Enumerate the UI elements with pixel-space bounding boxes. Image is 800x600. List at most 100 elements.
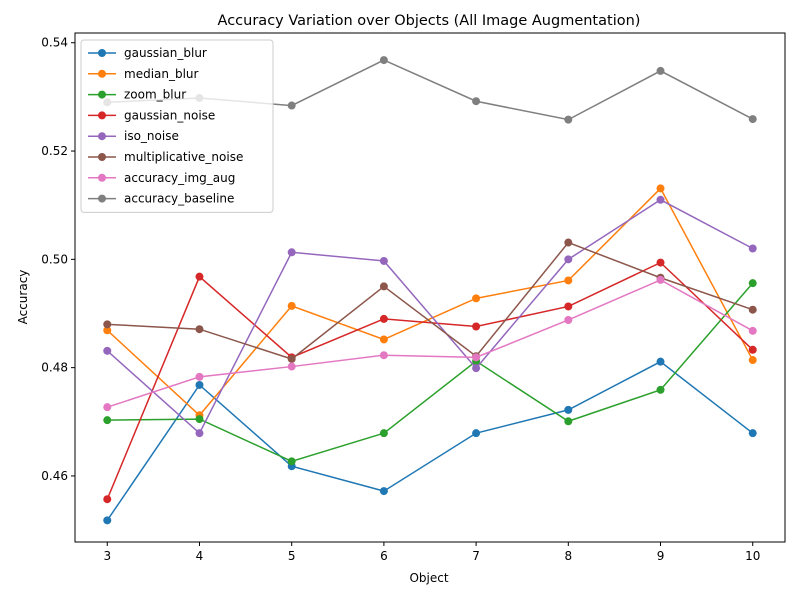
data-point-accuracy_img_aug — [287, 362, 296, 371]
data-point-iso_noise — [656, 195, 665, 204]
data-point-gaussian_noise — [564, 302, 573, 311]
y-axis-title: Accuracy — [16, 270, 30, 325]
data-point-multiplicative_noise — [195, 325, 204, 334]
series-line-median_blur — [106, 187, 754, 417]
x-tick-label: 4 — [196, 549, 204, 563]
legend: gaussian_blur median_blur zoom_blurgaussia… — [80, 39, 274, 213]
data-point-multiplicative_noise — [564, 238, 573, 247]
data-point-gaussian_blur — [564, 405, 573, 414]
data-point-iso_noise — [287, 248, 296, 257]
data-point-multiplicative_noise — [287, 354, 296, 363]
legend-label-accuracy_img_aug: accuracy_img_aug — [124, 171, 235, 185]
data-point-gaussian_blur — [748, 429, 757, 438]
data-point-accuracy_baseline — [472, 97, 481, 106]
data-point-median_blur — [472, 294, 481, 303]
legend-label-multiplicative_noise: multiplicative_noise — [124, 150, 243, 164]
data-point-accuracy_img_aug — [748, 326, 757, 335]
data-point-median_blur — [379, 335, 388, 344]
legend-label-accuracy_baseline: accuracy_baseline — [124, 192, 234, 206]
x-axis-title: Object — [409, 571, 448, 585]
legend-marker-iso_noise — [98, 132, 106, 141]
data-point-gaussian_blur — [379, 487, 388, 496]
x-tick-label: 7 — [472, 549, 480, 563]
data-point-gaussian_noise — [748, 345, 757, 354]
data-point-median_blur — [287, 301, 296, 310]
series-line-accuracy_img_aug — [107, 279, 754, 408]
x-tick-label: 9 — [657, 549, 665, 563]
series-line-gaussian_noise — [106, 261, 754, 500]
data-point-gaussian_noise — [195, 272, 204, 281]
data-point-accuracy_img_aug — [656, 275, 665, 284]
legend-marker-gaussian_blur — [98, 49, 106, 57]
y-tick-label: 0.46 — [41, 469, 68, 483]
data-point-zoom_blur — [656, 385, 665, 394]
data-point-gaussian_noise — [472, 322, 481, 331]
data-point-zoom_blur — [195, 415, 204, 424]
data-point-accuracy_img_aug — [103, 403, 112, 412]
data-point-iso_noise — [748, 244, 757, 253]
y-tick-label: 0.54 — [41, 36, 68, 50]
data-point-iso_noise — [195, 429, 204, 438]
legend-marker-zoom_blur — [98, 90, 106, 99]
data-point-multiplicative_noise — [748, 305, 757, 314]
data-point-gaussian_blur — [656, 357, 665, 366]
data-point-iso_noise — [564, 255, 573, 264]
data-point-iso_noise — [103, 346, 112, 355]
data-point-accuracy_baseline — [287, 101, 296, 110]
series-line-zoom_blur — [107, 282, 754, 463]
legend-box — [80, 39, 274, 213]
data-point-gaussian_blur — [195, 380, 204, 389]
data-point-accuracy_img_aug — [379, 351, 388, 360]
data-point-accuracy_img_aug — [472, 353, 481, 362]
series-line-multiplicative_noise — [107, 241, 753, 360]
y-tick-label: 0.48 — [41, 361, 68, 375]
data-point-zoom_blur — [103, 416, 112, 425]
data-point-zoom_blur — [379, 429, 388, 438]
data-point-multiplicative_noise — [103, 320, 112, 329]
x-tick-label: 10 — [745, 549, 760, 563]
legend-marker-median_blur — [98, 69, 106, 78]
legend-marker-accuracy_baseline — [98, 194, 106, 203]
x-tick-label: 8 — [564, 549, 572, 563]
series-line-gaussian_blur — [106, 360, 754, 521]
legend-label-gaussian_noise: gaussian_noise — [124, 108, 215, 122]
data-point-accuracy_baseline — [564, 115, 573, 124]
chart-title: Accuracy Variation over Objects (All Ima… — [218, 13, 641, 29]
data-point-gaussian_noise — [656, 258, 665, 267]
data-point-gaussian_blur — [472, 429, 481, 438]
legend-label-zoom_blur: zoom_blur — [124, 88, 186, 102]
y-tick-label: 0.50 — [41, 252, 68, 266]
legend-marker-multiplicative_noise — [98, 153, 106, 161]
data-point-median_blur — [564, 276, 573, 285]
data-point-gaussian_noise — [103, 495, 112, 504]
data-point-multiplicative_noise — [379, 282, 388, 291]
legend-marker-gaussian_noise — [98, 111, 106, 120]
legend-label-gaussian_blur: gaussian_blur — [124, 46, 207, 60]
data-point-median_blur — [748, 356, 757, 365]
data-point-median_blur — [656, 184, 665, 193]
data-point-zoom_blur — [287, 457, 296, 466]
data-point-zoom_blur — [748, 279, 757, 288]
legend-label-median_blur: median_blur — [124, 67, 199, 81]
data-point-accuracy_baseline — [656, 66, 665, 75]
x-tick-label: 5 — [288, 549, 296, 563]
data-point-accuracy_img_aug — [564, 315, 573, 324]
x-tick-label: 3 — [103, 549, 111, 563]
x-tick-label: 6 — [380, 549, 388, 563]
data-point-iso_noise — [379, 256, 388, 265]
y-tick-label: 0.52 — [41, 144, 68, 158]
axes: 3 4 5 6 7 8 9 10 0.46 0.48 0.50 0.52 0.54 — [41, 32, 786, 563]
data-point-zoom_blur — [564, 417, 573, 426]
legend-marker-accuracy_img_aug — [98, 173, 106, 182]
series-line-iso_noise — [106, 198, 754, 435]
data-point-gaussian_blur — [103, 516, 112, 525]
legend-label-iso_noise: iso_noise — [124, 129, 179, 143]
data-point-accuracy_baseline — [748, 115, 757, 124]
data-point-iso_noise — [472, 364, 481, 373]
data-point-gaussian_noise — [379, 314, 388, 323]
data-point-median_blur — [103, 326, 112, 335]
data-point-accuracy_img_aug — [195, 372, 204, 381]
axes-frame — [74, 32, 786, 543]
data-point-accuracy_baseline — [379, 56, 388, 65]
